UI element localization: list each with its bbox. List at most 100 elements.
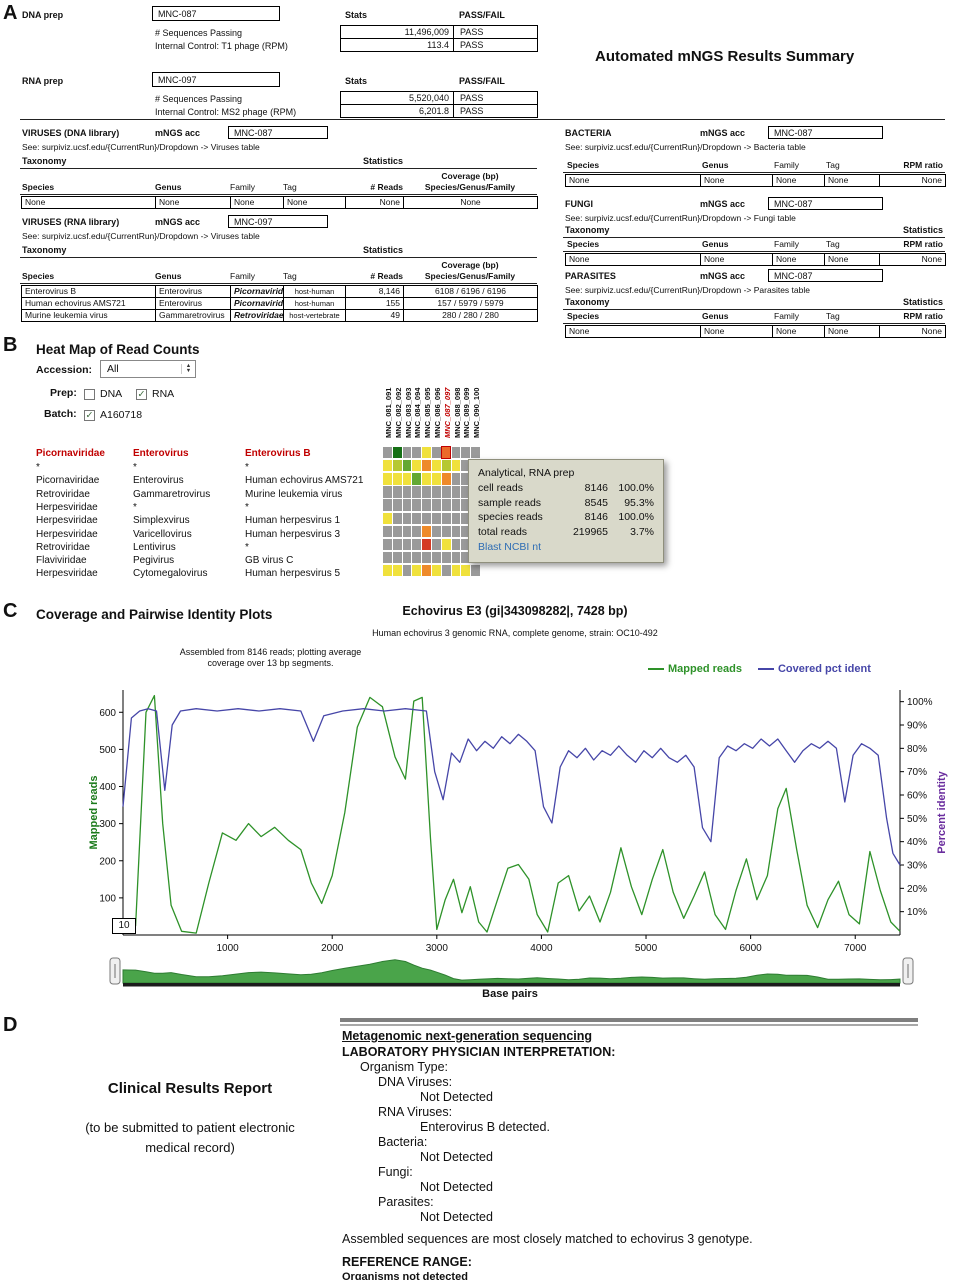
heatmap-cell[interactable] (451, 512, 461, 524)
heatmap-cell[interactable] (412, 460, 422, 472)
heatmap-cell[interactable] (412, 486, 422, 498)
heatmap-cell[interactable] (402, 473, 412, 485)
heatmap-cell[interactable] (451, 473, 461, 485)
heatmap-cell[interactable] (432, 460, 441, 472)
heatmap-cell[interactable] (402, 460, 412, 472)
heatmap-cell[interactable] (451, 538, 461, 551)
heatmap-cell[interactable] (432, 499, 441, 511)
heatmap-cell[interactable] (451, 499, 461, 511)
heatmap-cell[interactable] (402, 499, 412, 511)
heatmap-cell[interactable] (383, 512, 392, 524)
heatmap-cell[interactable] (412, 512, 422, 524)
heatmap-cell[interactable] (422, 499, 431, 511)
heatmap-cell[interactable] (451, 447, 461, 459)
heatmap-cell[interactable] (422, 564, 431, 577)
heatmap-cell[interactable] (441, 486, 451, 498)
heatmap-cell[interactable] (441, 564, 451, 577)
heatmap-cell[interactable] (412, 564, 422, 577)
heatmap-cell[interactable] (461, 551, 471, 564)
heatmap-cell[interactable] (383, 525, 392, 537)
heatmap-cell[interactable] (383, 499, 392, 511)
heatmap-cell[interactable] (412, 499, 422, 511)
heatmap-cell[interactable] (383, 486, 392, 498)
heatmap-cell[interactable] (451, 551, 461, 564)
heatmap-cell[interactable] (422, 447, 431, 459)
heatmap-cell[interactable] (461, 473, 471, 485)
segment-size-box[interactable]: 10 (112, 918, 136, 934)
heatmap-cell[interactable] (461, 512, 471, 524)
heatmap-cell[interactable] (392, 460, 402, 472)
heatmap-cell[interactable] (402, 538, 412, 551)
heatmap-cell[interactable] (432, 473, 441, 485)
heatmap-cell[interactable] (392, 473, 402, 485)
heatmap-cell[interactable] (402, 525, 412, 537)
prep-rna-checkbox[interactable]: ✓ (136, 389, 147, 400)
heatmap-cell[interactable] (422, 473, 431, 485)
heatmap-cell[interactable] (392, 564, 402, 577)
accession-dropdown[interactable]: All ▲ ▼ (100, 360, 196, 378)
heatmap-cell[interactable] (412, 473, 422, 485)
heatmap-cell[interactable] (383, 473, 392, 485)
heatmap-cell[interactable] (461, 564, 471, 577)
heatmap-cell[interactable] (432, 564, 441, 577)
heatmap-cell[interactable] (402, 551, 412, 564)
heatmap-cell[interactable] (441, 538, 451, 551)
heatmap-cell[interactable] (383, 538, 392, 551)
heatmap-cell[interactable] (441, 473, 451, 485)
heatmap-cell[interactable] (441, 460, 451, 472)
heatmap-cell[interactable] (461, 447, 471, 459)
heatmap-cell[interactable] (383, 551, 392, 564)
heatmap-cell[interactable] (471, 564, 480, 577)
batch-checkbox[interactable]: ✓ (84, 410, 95, 421)
heatmap-cell[interactable] (432, 525, 441, 537)
accession-field[interactable]: MNC-087 (768, 126, 883, 139)
heatmap-cell[interactable] (402, 512, 412, 524)
accession-field[interactable]: MNC-087 (768, 269, 883, 282)
heatmap-cell[interactable] (441, 551, 451, 564)
heatmap-cell[interactable] (392, 538, 402, 551)
heatmap-cell[interactable] (441, 499, 451, 511)
heatmap-cell[interactable] (451, 460, 461, 472)
heatmap-cell[interactable] (392, 512, 402, 524)
heatmap-cell[interactable] (471, 447, 480, 459)
heatmap-cell[interactable] (383, 447, 392, 459)
heatmap-cell[interactable] (422, 551, 431, 564)
accession-field[interactable]: MNC-097 (152, 72, 280, 87)
heatmap-cell[interactable] (422, 538, 431, 551)
heatmap-cell[interactable] (383, 564, 392, 577)
heatmap-cell[interactable] (412, 551, 422, 564)
heatmap-cell[interactable] (412, 525, 422, 537)
accession-field[interactable]: MNC-087 (152, 6, 280, 21)
heatmap-cell[interactable] (392, 486, 402, 498)
heatmap-cell[interactable] (412, 538, 422, 551)
accession-field[interactable]: MNC-087 (768, 197, 883, 210)
heatmap-cell-selected[interactable] (441, 446, 452, 460)
heatmap-cell[interactable] (461, 538, 471, 551)
heatmap-cell[interactable] (422, 486, 431, 498)
heatmap-cell[interactable] (461, 486, 471, 498)
heatmap-cell[interactable] (402, 447, 412, 459)
heatmap-cell[interactable] (441, 525, 451, 537)
heatmap-cell[interactable] (432, 538, 441, 551)
accession-field[interactable]: MNC-087 (228, 126, 328, 139)
heatmap-cell[interactable] (432, 512, 441, 524)
heatmap-cell[interactable] (422, 525, 431, 537)
heatmap-cell[interactable] (392, 447, 402, 459)
heatmap-cell[interactable] (402, 564, 412, 577)
heatmap-cell[interactable] (451, 486, 461, 498)
heatmap-cell[interactable] (441, 512, 451, 524)
heatmap-cell[interactable] (451, 564, 461, 577)
heatmap-cell[interactable] (402, 486, 412, 498)
blast-ncbi-link[interactable]: Blast NCBI nt (478, 541, 542, 553)
heatmap-cell[interactable] (461, 499, 471, 511)
heatmap-cell[interactable] (383, 460, 392, 472)
heatmap-cell[interactable] (432, 447, 441, 459)
accession-field[interactable]: MNC-097 (228, 215, 328, 228)
heatmap-cell[interactable] (412, 447, 422, 459)
heatmap-cell[interactable] (422, 460, 431, 472)
heatmap-cell[interactable] (392, 525, 402, 537)
heatmap-cell[interactable] (461, 460, 471, 472)
heatmap-cell[interactable] (422, 512, 431, 524)
heatmap-cell[interactable] (432, 551, 441, 564)
heatmap-cell[interactable] (392, 499, 402, 511)
